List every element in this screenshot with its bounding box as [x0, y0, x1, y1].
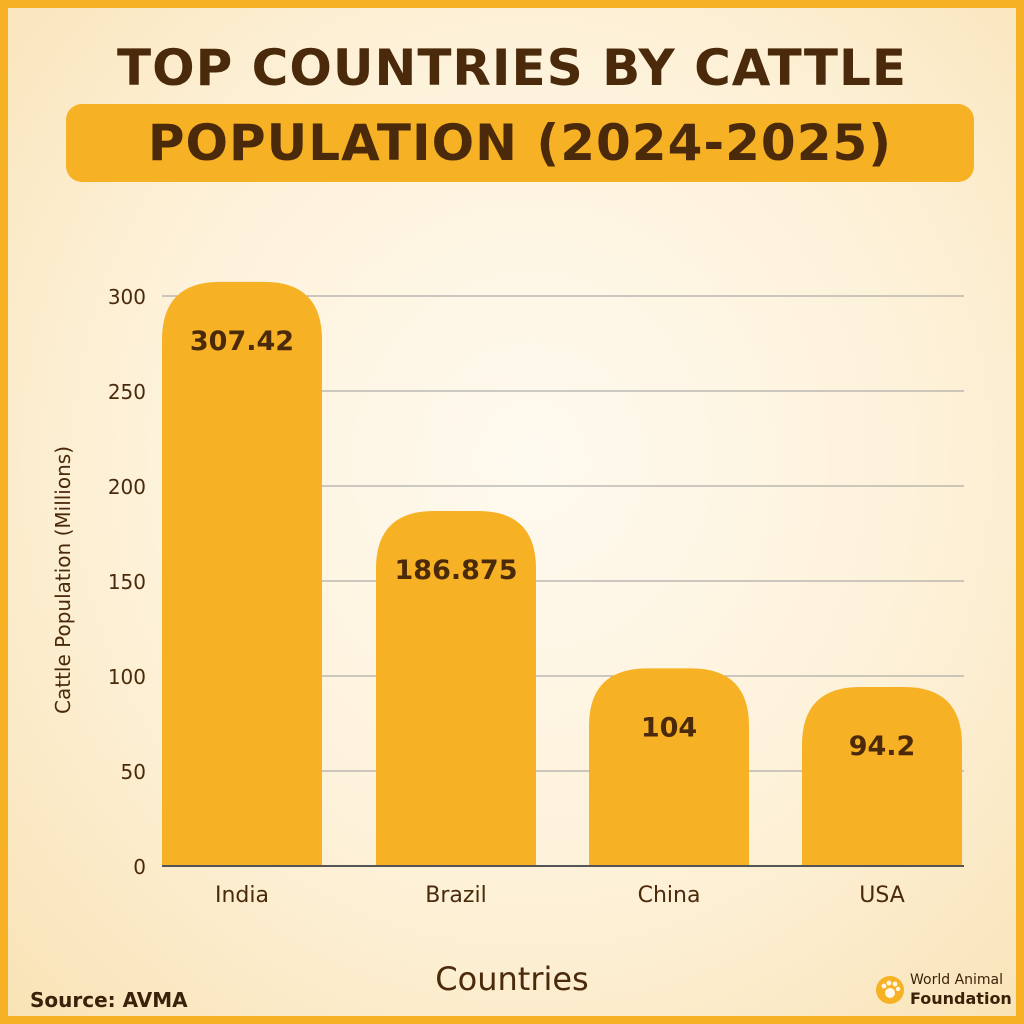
- y-tick-label-100: 100: [108, 665, 146, 689]
- x-axis-title: Countries: [435, 960, 588, 998]
- y-tick-label-50: 50: [121, 760, 146, 784]
- paw-globe-icon: [876, 976, 904, 1004]
- logo-text-line-1: World Animal: [910, 972, 1004, 988]
- x-tick-label-china: China: [638, 883, 701, 908]
- bar-brazil: [376, 510, 536, 866]
- bar-china: [589, 668, 749, 866]
- y-axis-title: Cattle Population (Millions): [51, 446, 75, 714]
- title-line-1: TOP COUNTRIES BY CATTLE: [117, 39, 907, 97]
- source-note: Source: AVMA: [30, 988, 188, 1012]
- data-label-india: 307.42: [190, 326, 294, 357]
- title-banner: POPULATION (2024-2025): [66, 104, 974, 182]
- data-label-brazil: 186.875: [395, 555, 518, 586]
- y-tick-label-250: 250: [108, 380, 146, 404]
- y-tick-label-150: 150: [108, 570, 146, 594]
- y-tick-label-300: 300: [108, 285, 146, 309]
- y-tick-label-0: 0: [133, 855, 146, 879]
- bar-usa: [802, 687, 962, 866]
- bar-india: [162, 281, 322, 867]
- logo-text-line-2: Foundation: [910, 989, 1012, 1008]
- x-tick-label-india: India: [215, 883, 269, 908]
- data-label-china: 104: [641, 712, 697, 743]
- title-line-2: POPULATION (2024-2025): [147, 114, 893, 172]
- data-label-usa: 94.2: [849, 731, 916, 762]
- y-tick-label-200: 200: [108, 475, 146, 499]
- x-tick-label-usa: USA: [859, 883, 905, 908]
- world-animal-foundation-logo: World Animal Foundation: [874, 970, 1014, 1012]
- x-tick-label-brazil: Brazil: [425, 883, 486, 908]
- bar-chart: 0 50 100 150 200 250 300 307.42 India 186.875 Braz…: [51, 281, 964, 998]
